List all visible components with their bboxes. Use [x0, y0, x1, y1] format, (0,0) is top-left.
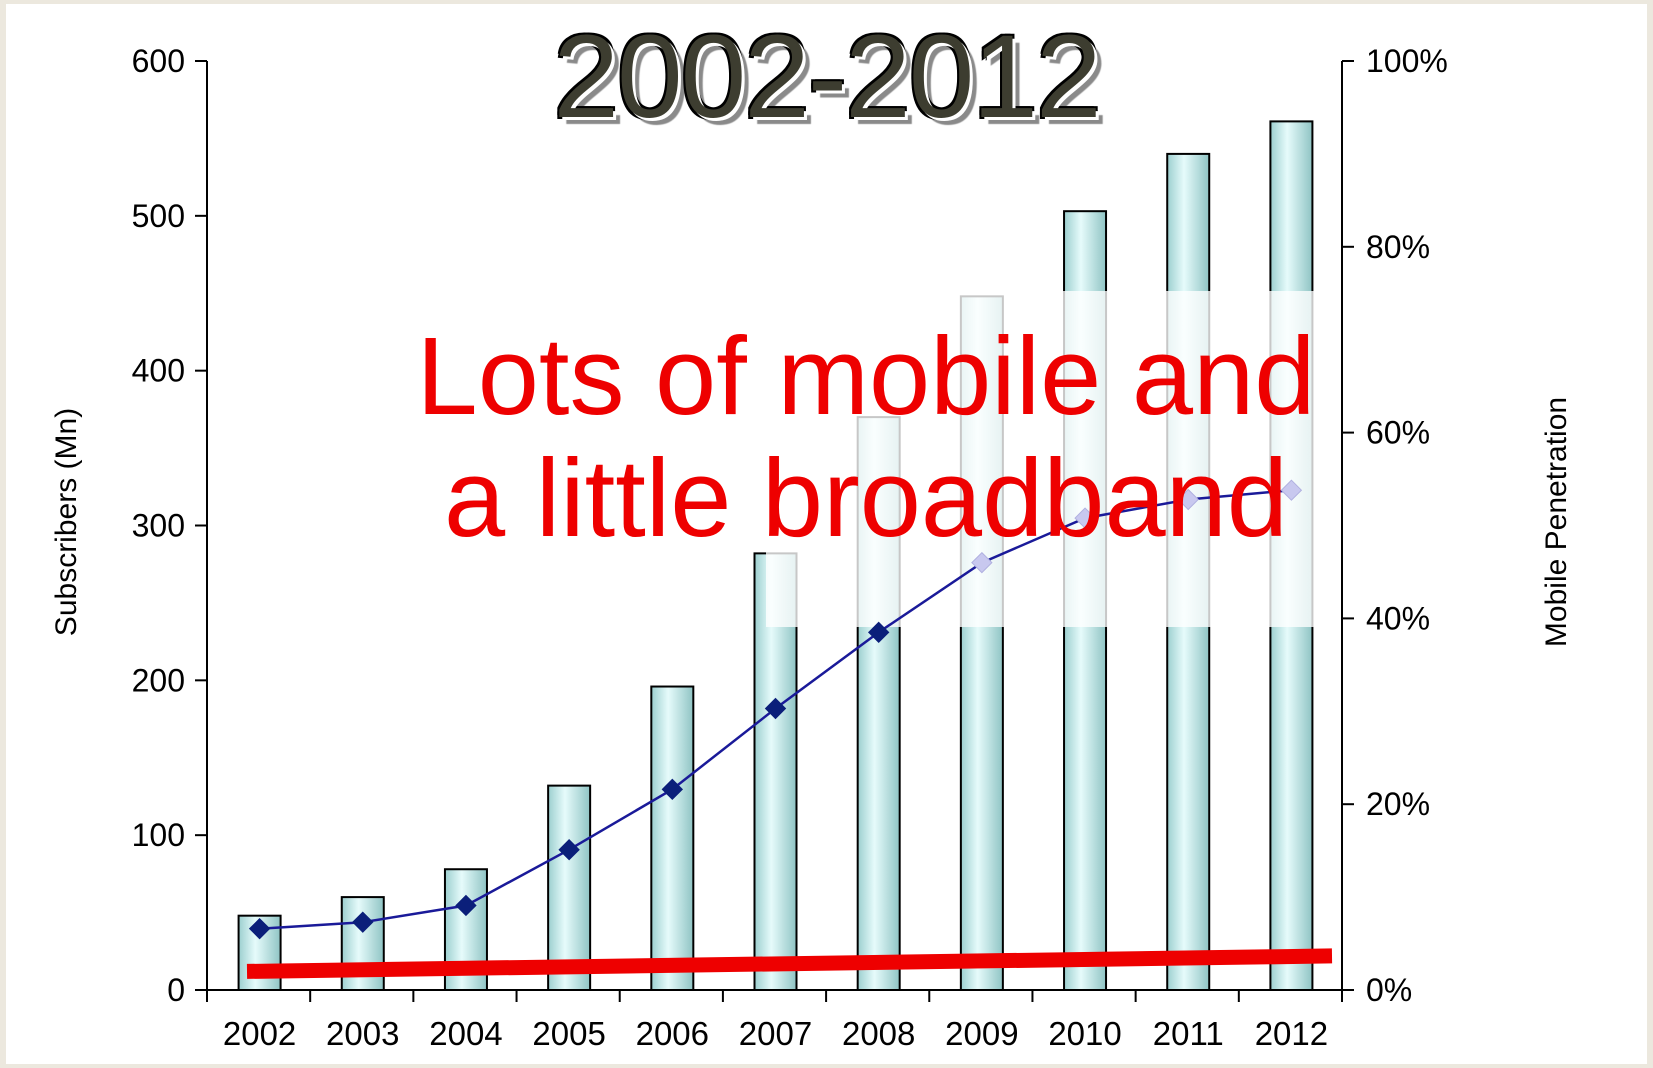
penetration-marker-2007: [764, 697, 787, 720]
y2-tick-label: 0%: [1366, 972, 1412, 1008]
x-tick-label-2006: 2006: [636, 1015, 709, 1052]
x-tick-label-2009: 2009: [945, 1015, 1018, 1052]
penetration-marker-2006: [661, 778, 684, 801]
penetration-marker-2011: [1177, 488, 1199, 511]
y2-tick-label: 40%: [1366, 600, 1430, 636]
x-tick-label-2002: 2002: [223, 1015, 296, 1052]
x-tick-label-2011: 2011: [1153, 1015, 1224, 1052]
y-axis-label: Subscribers (Mn): [50, 408, 83, 636]
slide-title: 2002-2012: [553, 11, 1101, 143]
penetration-marker-2012: [1280, 479, 1303, 501]
x-tick-label-2010: 2010: [1048, 1015, 1121, 1052]
annotation-veil: [766, 291, 1366, 627]
y-tick-label: 300: [132, 508, 185, 544]
annotation-text: Lots of mobile and a little broadband: [416, 315, 1316, 560]
y2-tick-label: 60%: [1366, 415, 1430, 451]
y2-tick-label: 20%: [1366, 786, 1430, 822]
x-tick-label-2003: 2003: [326, 1015, 399, 1052]
bar-2006: [650, 685, 695, 991]
y-tick-label: 500: [132, 198, 185, 234]
y2-axis-label: Mobile Penetration: [1540, 397, 1573, 647]
x-tick-label-2007: 2007: [739, 1015, 812, 1052]
x-tick-label-2012: 2012: [1255, 1015, 1328, 1052]
y-tick-label: 200: [132, 662, 185, 698]
y-tick-label: 400: [132, 353, 185, 389]
slide: 0 100 200 300 400 500 600 0% 20% 40% 60% 80% 100% 200…: [6, 4, 1647, 1064]
x-tick-label-2005: 2005: [532, 1015, 605, 1052]
penetration-marker-2009: [971, 551, 993, 574]
chart: 0 100 200 300 400 500 600 0% 20% 40% 60% 80% 100% 200…: [50, 43, 1573, 1052]
penetration-marker-2005: [558, 839, 580, 861]
y2-tick-label: 100%: [1366, 43, 1448, 79]
y-tick-label: 100: [132, 817, 185, 853]
x-tick-label-2008: 2008: [842, 1015, 915, 1052]
y-tick-label: 0: [167, 972, 185, 1008]
penetration-marker-2004: [455, 894, 477, 917]
broadband-line: [246, 948, 1333, 979]
x-tick-label-2004: 2004: [429, 1015, 502, 1052]
penetration-marker-2008: [867, 621, 890, 644]
penetration-marker-2003: [352, 911, 374, 933]
penetration-marker-2002: [248, 917, 271, 940]
penetration-marker-2010: [1074, 507, 1096, 529]
y-tick-label: 600: [132, 43, 185, 79]
y2-tick-label: 80%: [1366, 229, 1430, 265]
bar-2005: [547, 784, 592, 991]
